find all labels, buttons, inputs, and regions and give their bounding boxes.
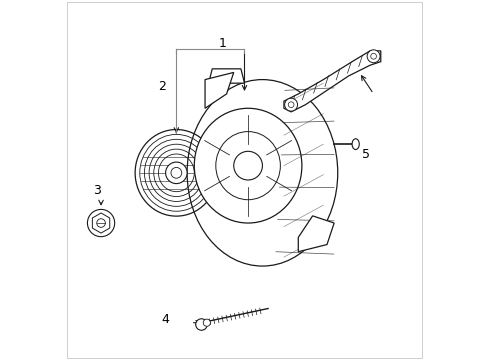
Text: 4: 4: [162, 313, 169, 327]
Circle shape: [284, 98, 297, 111]
Circle shape: [233, 151, 262, 180]
Ellipse shape: [194, 108, 301, 223]
Circle shape: [195, 319, 207, 330]
Polygon shape: [208, 69, 244, 83]
Text: 3: 3: [93, 184, 101, 197]
Circle shape: [171, 167, 182, 178]
Circle shape: [87, 210, 115, 237]
Text: 1: 1: [219, 37, 226, 50]
Polygon shape: [298, 216, 333, 252]
Circle shape: [165, 162, 187, 184]
Text: 5: 5: [362, 148, 370, 161]
Polygon shape: [284, 51, 380, 112]
Ellipse shape: [215, 132, 280, 200]
Ellipse shape: [351, 139, 359, 149]
Polygon shape: [204, 72, 233, 108]
Ellipse shape: [187, 80, 337, 266]
Circle shape: [203, 319, 210, 326]
Text: 2: 2: [158, 80, 165, 93]
Circle shape: [366, 50, 379, 63]
